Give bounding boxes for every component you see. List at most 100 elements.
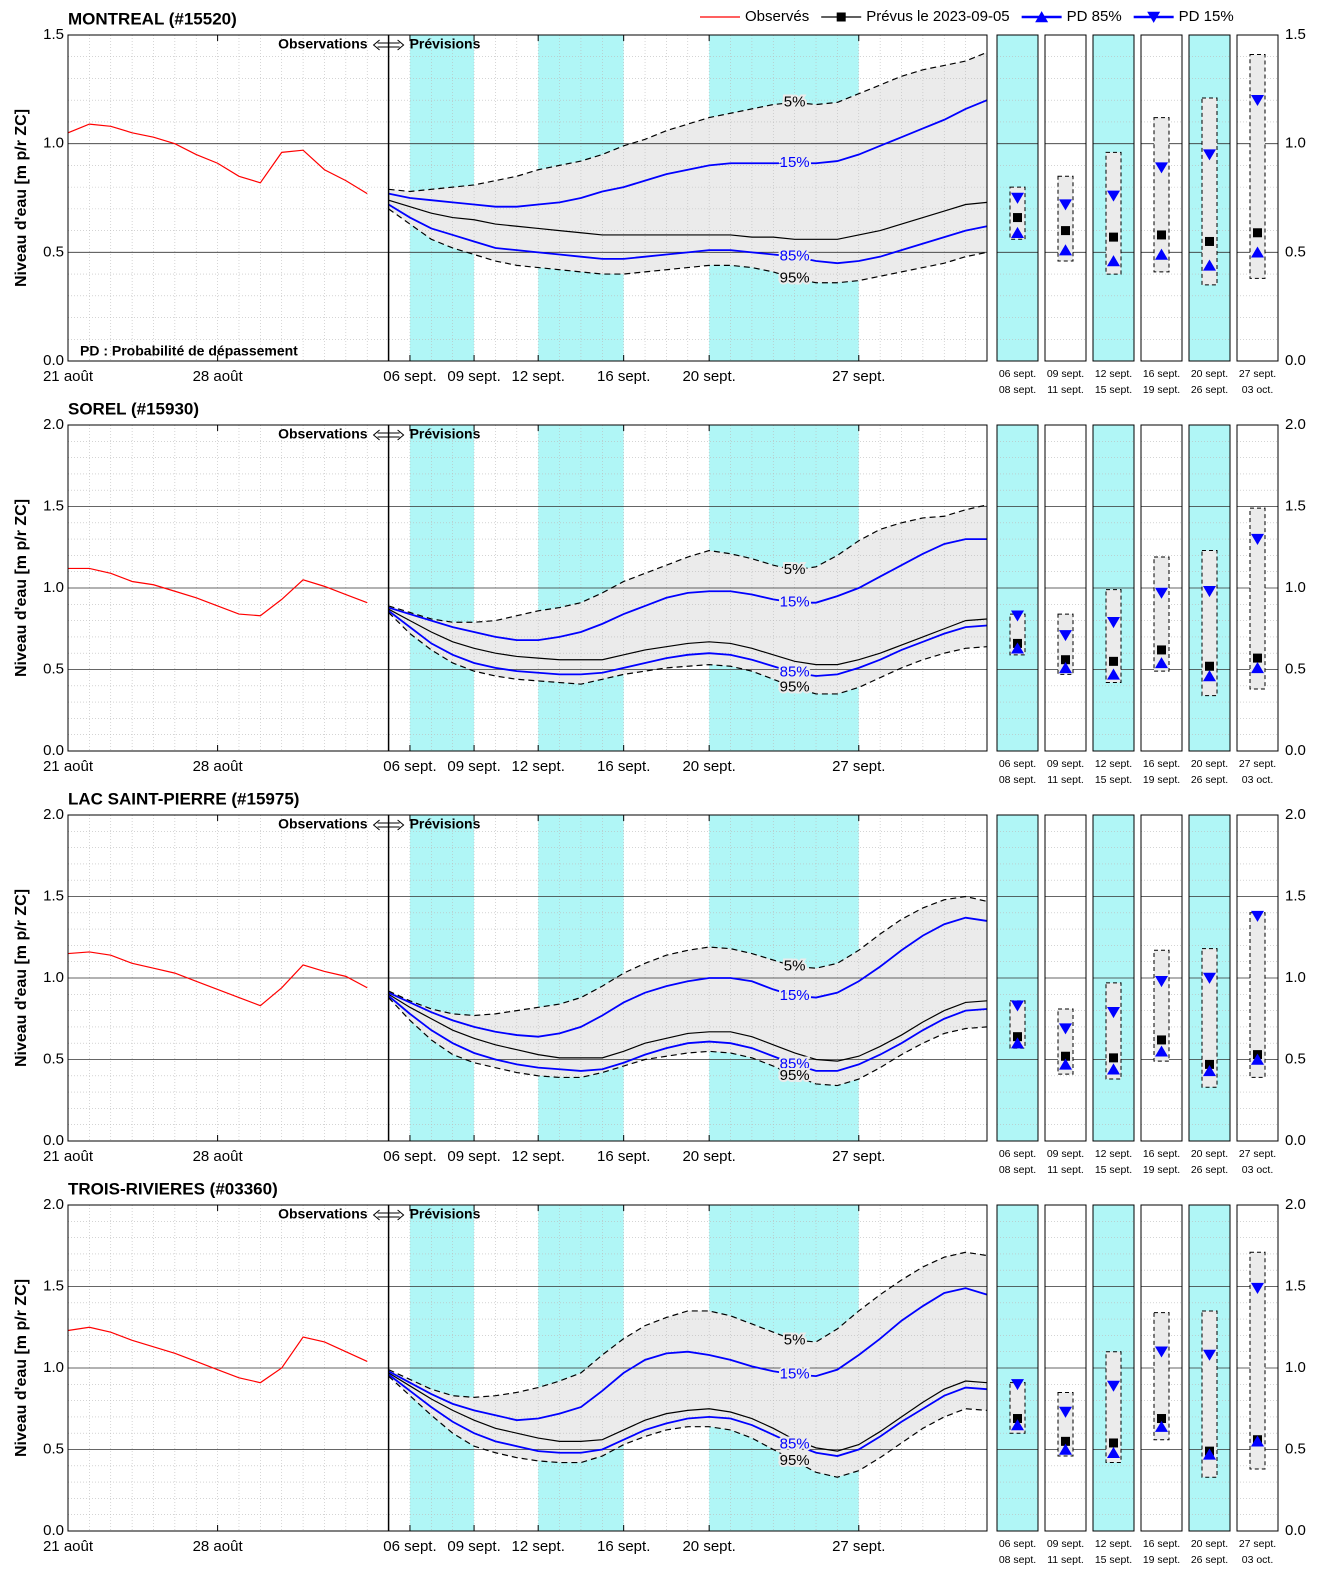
y-tick-label-right: 0.5	[1285, 660, 1306, 677]
marker-square	[1157, 230, 1166, 240]
x-tick-label: 06 sept.	[383, 758, 436, 775]
series-line	[67, 951, 368, 1007]
marker-square	[1253, 228, 1262, 238]
period-start-label: 06 sept.	[999, 1148, 1036, 1160]
x-tick-label: 27 sept.	[832, 368, 885, 385]
marker-triangle-up	[1251, 1435, 1264, 1447]
period-start-label: 09 sept.	[1047, 1148, 1084, 1160]
period-start-label: 20 sept.	[1191, 1538, 1228, 1550]
chart-title: MONTREAL (#15520)	[68, 9, 237, 28]
y-tick-label-right: 1.0	[1285, 1359, 1306, 1376]
series-line	[388, 1373, 988, 1457]
x-tick-label: 20 sept.	[682, 1538, 735, 1555]
series-line	[388, 51, 988, 193]
panel-frame	[1044, 424, 1087, 752]
chart-title: LAC SAINT-PIERRE (#15975)	[68, 789, 299, 808]
marker-triangle-down	[1155, 976, 1168, 988]
legend-label: Prévus le 2023-09-05	[866, 8, 1009, 25]
marker-triangle-down	[1155, 162, 1168, 174]
marker-triangle-down	[1011, 610, 1024, 622]
series-label: 5%	[784, 93, 806, 110]
panel-frame	[996, 1204, 1039, 1532]
series-line	[388, 995, 988, 1072]
period-start-label: 06 sept.	[999, 758, 1036, 770]
marker-square	[1013, 213, 1022, 223]
x-tick-label: 06 sept.	[383, 368, 436, 385]
legend-label: PD 15%	[1179, 8, 1234, 25]
y-tick-label-right: 0.0	[1285, 742, 1306, 759]
marker-square	[1061, 1436, 1070, 1446]
marker-triangle-down	[1107, 1007, 1120, 1019]
panel-frame	[1188, 34, 1231, 362]
marker-triangle-down	[1203, 586, 1216, 598]
x-tick-label: 12 sept.	[511, 368, 564, 385]
range-box	[1153, 949, 1170, 1062]
marker-square	[836, 12, 846, 22]
panel-frame	[1092, 34, 1135, 362]
y-tick-label: 2.0	[43, 416, 64, 433]
x-tick-label: 20 sept.	[682, 368, 735, 385]
panel-frame	[1140, 424, 1183, 752]
y-tick-label: 1.0	[43, 1359, 64, 1376]
marker-triangle-up	[1107, 255, 1120, 267]
y-tick-label-right: 1.0	[1285, 969, 1306, 986]
period-start-label: 16 sept.	[1143, 758, 1180, 770]
series-line	[388, 608, 988, 666]
x-tick-label: 20 sept.	[682, 758, 735, 775]
period-start-label: 12 sept.	[1095, 758, 1132, 770]
x-tick-label: 16 sept.	[597, 1148, 650, 1165]
y-tick-label-right: 0.0	[1285, 1132, 1306, 1149]
series-line	[388, 504, 988, 623]
annotation-arrow	[372, 1209, 405, 1221]
period-end-label: 15 sept.	[1095, 774, 1132, 786]
series-line	[388, 993, 988, 1062]
period-start-label: 27 sept.	[1239, 758, 1276, 770]
annotation-arrow	[372, 429, 405, 441]
range-box	[1201, 948, 1218, 1088]
series-line	[388, 203, 988, 265]
panel-frame	[996, 34, 1039, 362]
marker-triangle-down	[1107, 617, 1120, 629]
marker-triangle-up	[1059, 244, 1072, 256]
range-box	[1249, 54, 1266, 279]
marker-triangle-down	[1251, 533, 1264, 545]
x-tick-label: 21 août	[43, 758, 94, 775]
range-box	[1105, 151, 1122, 275]
marker-square	[1157, 1035, 1166, 1045]
panel-frame	[1044, 814, 1087, 1142]
period-start-label: 27 sept.	[1239, 368, 1276, 380]
marker-triangle-up	[1059, 1443, 1072, 1455]
marker-triangle-up	[1155, 1045, 1168, 1057]
period-end-label: 03 oct.	[1242, 384, 1274, 396]
period-start-label: 12 sept.	[1095, 368, 1132, 380]
series-line	[388, 208, 988, 284]
y-tick-label-right: 1.5	[1285, 497, 1306, 514]
panel-frame	[1140, 1204, 1183, 1532]
panel-frame	[1092, 424, 1135, 752]
marker-triangle-down	[1251, 910, 1264, 922]
period-start-label: 27 sept.	[1239, 1538, 1276, 1550]
marker-triangle-down	[1059, 1023, 1072, 1035]
chart-title: SOREL (#15930)	[68, 399, 199, 418]
panel-frame	[1236, 424, 1279, 752]
series-label: 95%	[780, 1067, 810, 1084]
period-end-label: 19 sept.	[1143, 1164, 1180, 1176]
marker-square	[1013, 1032, 1022, 1042]
marker-square	[1205, 661, 1214, 671]
y-tick-label-right: 0.5	[1285, 1050, 1306, 1067]
x-tick-label: 21 août	[43, 1538, 94, 1555]
annotation-observations: Observations	[278, 426, 368, 442]
panel-frame	[1188, 1204, 1231, 1532]
series-label: 5%	[784, 561, 806, 578]
series-label: 5%	[784, 958, 806, 975]
y-tick-label-right: 1.0	[1285, 135, 1306, 152]
x-tick-label: 09 sept.	[447, 1148, 500, 1165]
series-line	[388, 1287, 988, 1422]
period-end-label: 11 sept.	[1047, 1164, 1084, 1176]
period-end-label: 03 oct.	[1242, 1554, 1274, 1566]
marker-square	[1205, 236, 1214, 246]
range-box	[1153, 556, 1170, 672]
y-tick-label-right: 0.0	[1285, 352, 1306, 369]
marker-square	[1157, 645, 1166, 655]
